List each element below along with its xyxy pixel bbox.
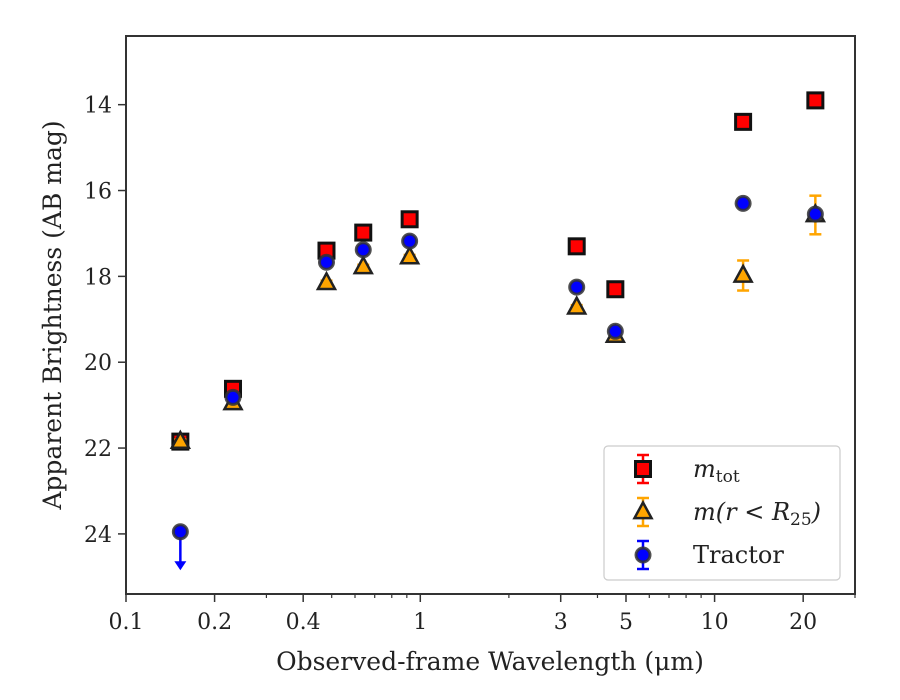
x-axis-label: Observed-frame Wavelength (μm)	[276, 647, 704, 676]
circle-marker	[734, 194, 752, 212]
legend-circle-marker	[634, 546, 652, 564]
y-tick-label: 24	[84, 523, 112, 548]
y-axis-label: Apparent Brightness (AB mag)	[38, 120, 67, 510]
square-marker	[734, 112, 753, 131]
triangle-marker	[352, 254, 374, 275]
square-marker	[567, 237, 586, 256]
triangle-marker	[732, 263, 754, 283]
legend-box	[603, 445, 841, 581]
x-tick-label: 0.2	[197, 610, 232, 635]
circle-marker	[568, 278, 586, 296]
circle-marker	[224, 388, 242, 406]
legend-item-mr25: m(r < R25)	[632, 496, 821, 530]
circle-marker	[354, 241, 372, 259]
series-mtot	[171, 91, 825, 451]
circle-marker	[317, 253, 335, 271]
square-marker	[606, 280, 625, 299]
y-tick-label: 18	[84, 265, 112, 290]
legend-label: Tractor	[693, 541, 784, 569]
upper-limit-arrowhead	[174, 561, 187, 571]
series-tractor	[171, 194, 824, 571]
legend-item-tractor: Tractor	[634, 539, 784, 571]
x-tick-label: 3	[554, 610, 568, 635]
circle-marker	[606, 322, 624, 340]
triangle-marker	[169, 429, 192, 450]
plot-area-frame	[125, 35, 856, 595]
circle-marker	[806, 205, 824, 223]
x-tick-label: 1	[413, 610, 427, 635]
square-marker	[400, 210, 419, 229]
legend-label-main: m	[693, 455, 716, 483]
legend-square-marker	[634, 460, 652, 478]
legend-label-main: m(r < R	[693, 498, 790, 526]
legend-item-mtot: mtot	[634, 453, 740, 487]
legend: mtot m(r < R25) Tractor	[603, 445, 841, 581]
legend-label: mtot	[693, 455, 740, 487]
legend-label-sub: 25	[790, 510, 812, 530]
x-tick-label: 10	[701, 610, 729, 635]
square-marker	[806, 91, 825, 110]
y-tick-label: 22	[84, 437, 112, 462]
square-marker	[354, 223, 373, 242]
legend-label: m(r < R25)	[693, 498, 821, 530]
triangle-marker	[398, 244, 421, 265]
x-tick-label: 0.4	[286, 610, 321, 635]
x-tick-label: 0.1	[109, 610, 144, 635]
legend-triangle-marker	[632, 499, 654, 520]
triangle-marker	[566, 295, 588, 315]
axis-ticks: 0.1 0.2 0.4 1 3 5 10 20 14 16 18 20 22 24	[84, 94, 856, 635]
y-tick-label: 20	[84, 351, 112, 376]
data-points	[169, 91, 827, 571]
circle-marker	[401, 232, 419, 250]
legend-label-sub: tot	[716, 467, 740, 487]
triangle-marker	[315, 270, 338, 291]
x-tick-label: 5	[619, 610, 633, 635]
x-tick-label: 20	[789, 610, 817, 635]
legend-label-suffix: )	[811, 498, 821, 526]
legend-label-main: Tractor	[693, 541, 784, 569]
circle-marker	[171, 523, 189, 541]
y-tick-label: 14	[84, 94, 112, 119]
y-tick-label: 16	[84, 180, 112, 205]
